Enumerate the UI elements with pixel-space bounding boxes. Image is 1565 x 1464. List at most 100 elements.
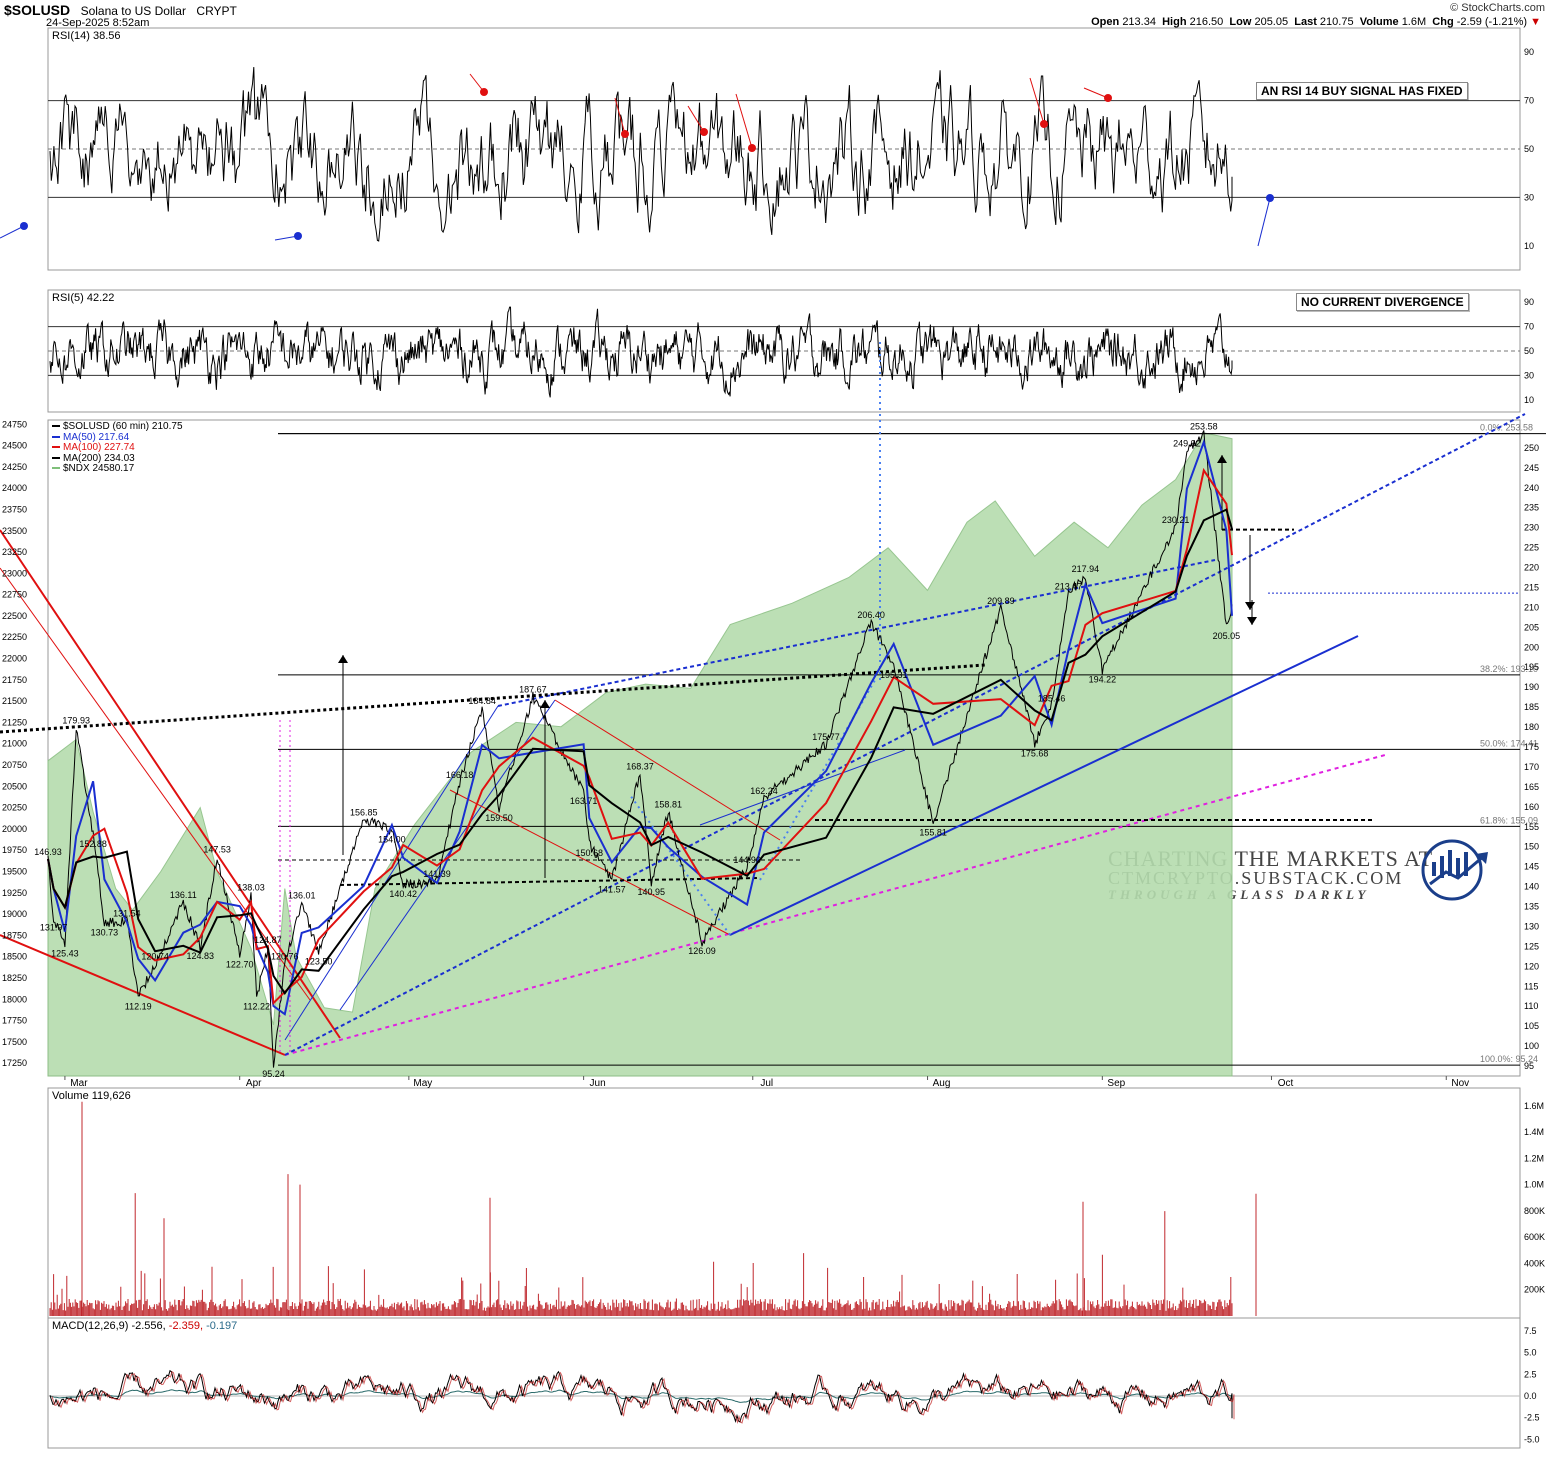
month-label-sep: Sep <box>1107 1078 1125 1089</box>
pivot-label: 130.73 <box>91 928 119 938</box>
price-tick-left: 24500 <box>2 441 27 451</box>
trend-line <box>0 529 341 1039</box>
stockcharts-brand: © StockCharts.com <box>1450 2 1545 14</box>
price-tick-right: 150 <box>1524 842 1539 852</box>
rsi5-tick-label: 90 <box>1524 297 1534 307</box>
price-legend: $SOLUSD (60 min) 210.75 MA(50) 217.64 MA… <box>52 421 183 475</box>
exchange: CRYPT <box>196 4 237 18</box>
macd-tick: 5.0 <box>1524 1348 1537 1358</box>
rsi5-tick-label: 70 <box>1524 322 1534 332</box>
ma100-line <box>47 467 1233 1006</box>
price-tick-right: 225 <box>1524 543 1539 553</box>
price-tick-right: 195 <box>1524 662 1539 672</box>
macd-title: MACD(12,26,9) -2.556, -2.359, -0.197 <box>52 1320 237 1332</box>
month-label-mar: Mar <box>70 1078 88 1089</box>
macd-title-signal: -2.359, <box>168 1320 207 1332</box>
volume-tick: 800K <box>1524 1206 1545 1216</box>
pivot-label: 144.90 <box>733 855 761 865</box>
price-tick-right: 130 <box>1524 921 1539 931</box>
month-label-oct: Oct <box>1278 1078 1294 1089</box>
pivot-label: 206.40 <box>857 610 885 620</box>
ndx-area <box>47 432 1233 1077</box>
price-tick-left: 21250 <box>2 717 27 727</box>
price-tick-left: 21750 <box>2 675 27 685</box>
rsi14-tick-label: 70 <box>1524 96 1534 106</box>
trend-line <box>554 699 781 841</box>
pivot-label: 155.81 <box>919 828 947 838</box>
price-tick-left: 17250 <box>2 1058 27 1068</box>
fib-label: 0.0%: 253.58 <box>1480 423 1533 433</box>
chart-date: 24-Sep-2025 8:52am <box>46 17 150 29</box>
pivot-label: 150.68 <box>575 848 603 858</box>
trend-line <box>0 934 286 1056</box>
price-tick-right: 110 <box>1524 1001 1538 1011</box>
pivot-label: 217.94 <box>1072 564 1100 574</box>
price-tick-right: 230 <box>1524 523 1539 533</box>
rsi5-tick-label: 50 <box>1524 346 1534 356</box>
price-tick-right: 145 <box>1524 862 1539 872</box>
price-tick-left: 19750 <box>2 845 27 855</box>
chart-header: $SOLUSD Solana to US Dollar CRYPT <box>4 2 237 20</box>
quote-open: 213.34 <box>1122 16 1156 28</box>
pivot-label: 249.32 <box>1173 439 1201 449</box>
trend-line <box>284 705 499 1041</box>
pivot-label: 112.19 <box>125 1001 152 1011</box>
month-label-jun: Jun <box>590 1078 606 1089</box>
pivot-label: 175.68 <box>1021 748 1049 758</box>
signal-line <box>687 105 705 133</box>
month-label-nov: Nov <box>1451 1078 1469 1089</box>
trend-line <box>449 789 731 936</box>
quote-summary: Open 213.34 High 216.50 Low 205.05 Last … <box>1091 16 1541 28</box>
macd-title-hist: -0.197 <box>206 1320 238 1332</box>
pivot-label: 131.54 <box>113 908 141 918</box>
pivot-label: 162.24 <box>750 786 778 796</box>
pivot-label: 141.39 <box>423 869 451 879</box>
signal-arrow-icon <box>1266 194 1274 202</box>
quote-volume: 1.6M <box>1401 16 1427 28</box>
price-tick-right: 235 <box>1524 503 1539 513</box>
price-tick-left: 18000 <box>2 994 27 1004</box>
pivot-label: 147.53 <box>203 845 231 855</box>
pivot-label: 205.05 <box>1213 631 1241 641</box>
down-arrow-icon: ▼ <box>1530 16 1541 28</box>
price-tick-right: 105 <box>1524 1021 1539 1031</box>
price-tick-left: 23750 <box>2 504 27 514</box>
price-tick-left: 24750 <box>2 419 27 429</box>
macd-tick: -5.0 <box>1524 1434 1540 1444</box>
volume-tick: 200K <box>1524 1285 1545 1295</box>
signal-arrow-icon <box>480 88 488 96</box>
volume-tick: 1.0M <box>1524 1180 1544 1190</box>
trend-line <box>0 663 986 734</box>
fib-label: 50.0%: 174.41 <box>1480 738 1538 748</box>
pivot-label: 175.77 <box>812 732 840 742</box>
pivot-label: 195.31 <box>880 670 908 680</box>
pivot-label: 131.97 <box>40 923 68 933</box>
month-label-apr: Apr <box>246 1078 262 1089</box>
pivot-label: 146.93 <box>34 847 62 857</box>
fib-label: 38.2%: 193.10 <box>1480 664 1538 674</box>
ma200-line <box>47 508 1233 995</box>
symbol: $SOLUSD <box>4 2 71 18</box>
volume-tick: 1.6M <box>1524 1101 1544 1111</box>
legend-price: $SOLUSD (60 min) 210.75 <box>52 421 183 433</box>
pivot-label: 123.50 <box>305 956 333 966</box>
price-tick-right: 220 <box>1524 563 1539 573</box>
price-tick-left: 22250 <box>2 632 27 642</box>
arrow-icon <box>338 655 348 663</box>
quote-last: 210.75 <box>1319 16 1354 28</box>
quote-high: 216.50 <box>1189 16 1224 28</box>
price-tick-left: 18250 <box>2 973 27 983</box>
pivot-label: 185.46 <box>1038 693 1066 703</box>
price-tick-right: 120 <box>1524 961 1539 971</box>
pivot-label: 168.37 <box>626 761 654 771</box>
pivot-label: 213.47 <box>1055 582 1083 592</box>
volume-tick: 600K <box>1524 1232 1545 1242</box>
price-tick-right: 180 <box>1524 722 1539 732</box>
rsi5-tick-label: 30 <box>1524 370 1534 380</box>
price-tick-right: 200 <box>1524 642 1539 652</box>
price-tick-left: 23000 <box>2 568 27 578</box>
signal-line <box>1257 197 1271 247</box>
panel-frame-macd <box>47 1317 1521 1449</box>
month-label-aug: Aug <box>933 1078 951 1089</box>
macd-tick: -2.5 <box>1524 1413 1540 1423</box>
